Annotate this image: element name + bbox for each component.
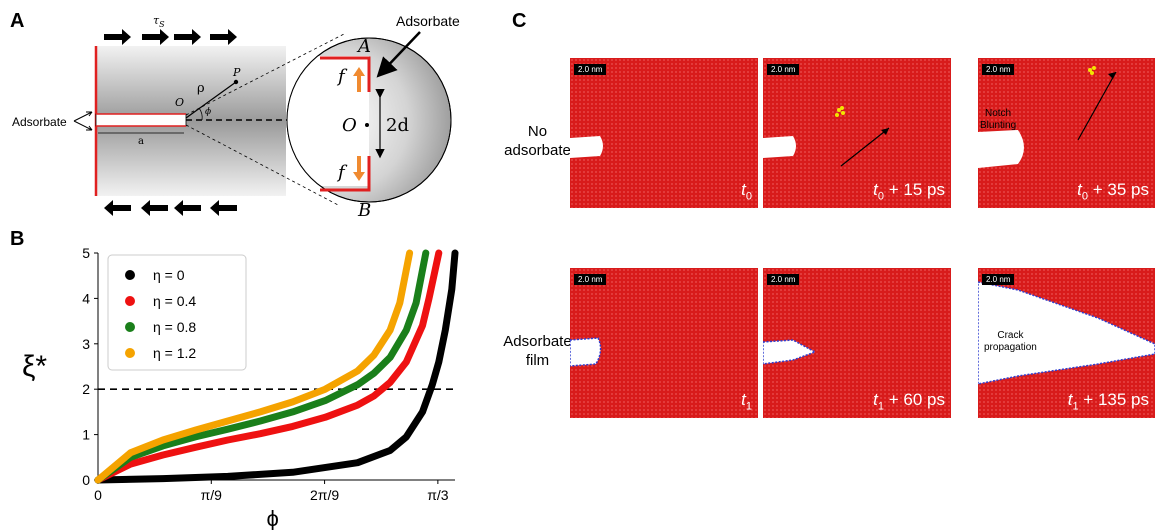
legend-marker-0	[125, 270, 135, 280]
shear-arrows-bottom	[104, 200, 237, 216]
y-axis-label: ξ*	[22, 350, 47, 383]
crack-length-label: a	[138, 136, 144, 147]
md-lattice	[570, 58, 758, 208]
legend-label-3: η = 1.2	[153, 345, 196, 361]
legend-marker-2	[125, 322, 135, 332]
legend-marker-1	[125, 296, 135, 306]
y-tick-label: 0	[82, 472, 90, 488]
md-frame-5: 2.0 nm t1 + 60 ps	[763, 268, 951, 418]
legend-marker-3	[125, 348, 135, 358]
rho-label: ρ	[197, 81, 205, 96]
legend-label-0: η = 0	[153, 267, 185, 283]
series-line-1	[94, 249, 443, 484]
shear-arrows-top	[104, 29, 237, 45]
series-line-0	[94, 249, 459, 484]
scale-bar: 2.0 nm	[767, 64, 800, 75]
md-lattice	[763, 268, 951, 418]
md-lattice	[570, 268, 758, 418]
md-frame-4: 2.0 nm t1	[570, 268, 758, 418]
md-lattice	[763, 58, 951, 208]
row-label-adsorbate-film: Adsorbate film	[500, 332, 575, 370]
md-lattice	[978, 58, 1155, 208]
zoom-b-label: B	[357, 200, 371, 221]
scale-bar: 2.0 nm	[574, 274, 607, 285]
y-tick-label: 5	[82, 245, 90, 261]
y-tick-label: 4	[82, 290, 90, 306]
adsorbate-top-label: Adsorbate	[396, 13, 460, 29]
panel-letter-c: C	[512, 10, 527, 32]
md-lattice	[978, 268, 1155, 418]
time-label: t1	[741, 389, 752, 412]
time-label: t0 + 35 ps	[1077, 179, 1149, 202]
series-line-3	[94, 249, 414, 484]
tau-label: τ	[153, 14, 160, 27]
row2-label-line1: Adsorbate	[503, 333, 572, 350]
x-axis-label: ϕ	[267, 506, 279, 530]
panel-letter-b: B	[10, 228, 25, 250]
scale-bar: 2.0 nm	[574, 64, 607, 75]
scale-bar: 2.0 nm	[982, 274, 1015, 285]
md-frame-1: 2.0 nm t0	[570, 58, 758, 208]
legend-box	[107, 254, 247, 371]
scale-bar: 2.0 nm	[767, 274, 800, 285]
x-tick-label: 0	[94, 487, 102, 503]
force-arrow-up	[353, 67, 365, 92]
md-frame-2: 2.0 nm t0 + 15 ps	[763, 58, 951, 208]
tau-sub: S	[159, 20, 165, 29]
frame-note: Notch Blunting	[980, 108, 1017, 131]
x-tick-label: 2π/9	[310, 487, 339, 503]
legend-label-1: η = 0.4	[153, 293, 196, 309]
scale-bar: 2.0 nm	[982, 64, 1015, 75]
time-label: t1 + 60 ps	[873, 389, 945, 412]
chart-legend: η = 0 η = 0.4 η = 0.8 η = 1.2	[107, 254, 247, 371]
panel-letter-a: A	[10, 10, 25, 32]
adsorbate-left-label: Adsorbate	[12, 115, 67, 129]
phi-label: ϕ	[205, 107, 211, 117]
md-frame-3: 2.0 nm t0 + 35 ps Notch Blunting	[978, 58, 1155, 208]
zoom-a-label: A	[356, 36, 371, 57]
x-tick-label: π/3	[427, 487, 449, 503]
row1-label-line1: No	[527, 123, 548, 140]
point-p-label: P	[232, 66, 241, 79]
frame-note: Crack propagation	[984, 330, 1037, 353]
origin-label: O	[175, 96, 184, 109]
time-label: t0	[741, 179, 752, 202]
y-tick-label: 2	[82, 381, 90, 397]
force-arrow-down	[353, 156, 365, 181]
x-tick-label: π/9	[201, 487, 223, 503]
time-label: t0 + 15 ps	[873, 179, 945, 202]
series-line-2	[94, 249, 430, 484]
panel-a-schematic: τS Adsorbate a O P ρ ϕ A B f f O 2d Adso…	[12, 13, 460, 221]
zoom-2d-label: 2d	[386, 115, 409, 136]
time-label: t1 + 135 ps	[1067, 389, 1149, 412]
y-tick-label: 1	[82, 427, 90, 443]
row1-label-line2: adsorbate	[504, 142, 571, 159]
notch	[95, 113, 187, 127]
zoom-o-label: O	[342, 115, 357, 136]
row-label-no-adsorbate: No adsorbate	[500, 122, 575, 160]
svg-text:τS: τS	[153, 14, 165, 29]
md-frame-6: 2.0 nm t1 + 135 ps Crack propagation	[978, 268, 1155, 418]
row2-label-line2: film	[525, 352, 550, 369]
legend-label-2: η = 0.8	[153, 319, 196, 335]
y-tick-label: 3	[82, 336, 90, 352]
